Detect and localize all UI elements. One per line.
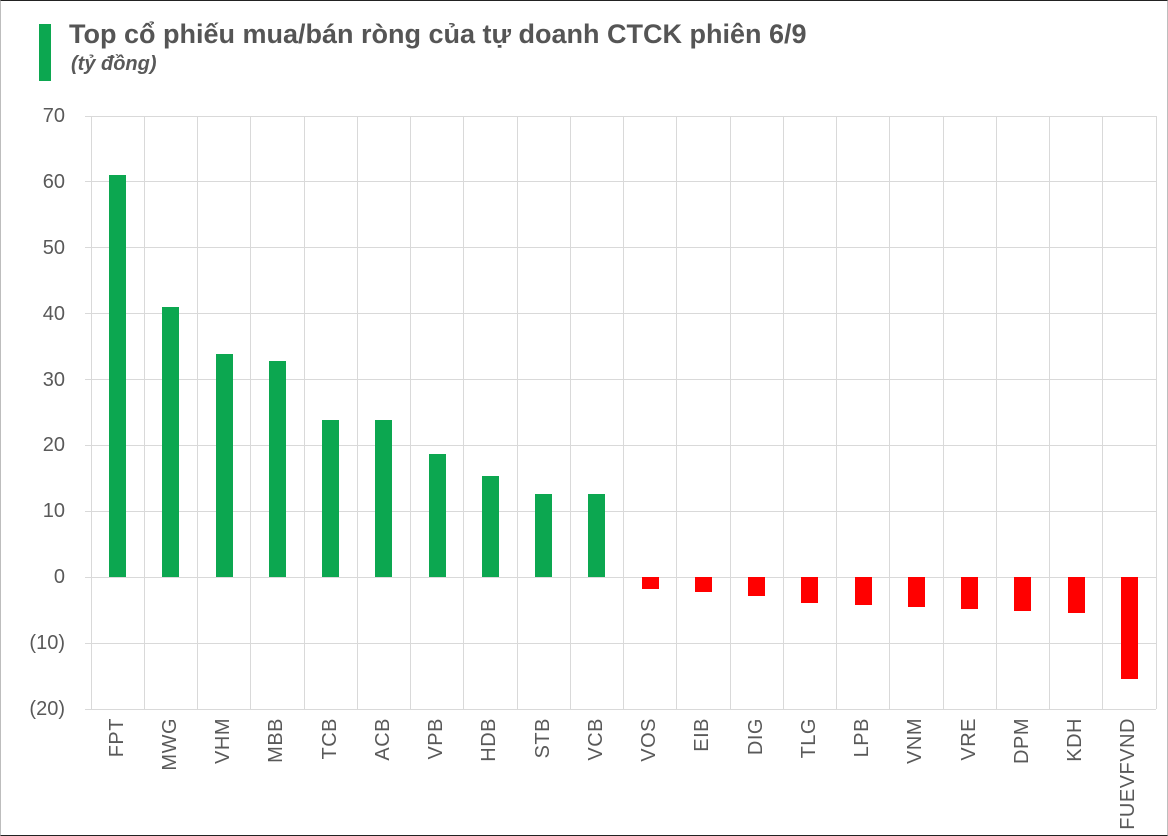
chart-title: Top cổ phiếu mua/bán ròng của tự doanh C… — [69, 19, 807, 49]
x-axis-label-vre: VRE — [957, 718, 980, 761]
y-axis-label: 30 — [42, 368, 65, 391]
gridline-vertical — [729, 116, 731, 709]
bar-dpm — [1014, 577, 1032, 612]
bar-vos — [641, 577, 659, 590]
gridline-vertical — [1049, 116, 1050, 709]
bar-mbb — [268, 361, 286, 578]
bar-vre — [961, 577, 979, 609]
x-axis-label-fpt: FPT — [105, 718, 128, 758]
gridline-vertical — [356, 116, 358, 709]
bar-hdb — [481, 475, 499, 578]
x-axis-label-tcb: TCB — [318, 718, 341, 760]
gridline-vertical — [516, 116, 518, 709]
gridline-vertical — [143, 116, 145, 709]
x-axis-label-kdh: KDH — [1064, 718, 1087, 762]
y-axis-tick — [85, 181, 91, 183]
gridline-vertical — [90, 116, 92, 709]
gridline-vertical — [676, 116, 678, 709]
y-axis-tick — [85, 576, 91, 578]
y-axis-tick — [85, 510, 91, 512]
x-axis-label-eib: EIB — [691, 718, 714, 752]
x-axis-label-vcb: VCB — [584, 718, 607, 761]
gridline-vertical — [995, 116, 997, 709]
x-axis-label-mbb: MBB — [265, 718, 288, 763]
y-axis-tick — [85, 708, 91, 710]
bar-dig — [748, 577, 766, 597]
gridline-vertical — [410, 116, 411, 709]
gridline-vertical — [197, 116, 198, 709]
x-axis-label-acb: ACB — [371, 718, 394, 761]
gridline-vertical — [1102, 116, 1104, 709]
y-axis-label: (10) — [29, 632, 65, 655]
gridline-vertical — [942, 116, 944, 709]
x-axis-label-vos: VOS — [638, 718, 661, 762]
x-axis-label-fuevfvnd: FUEVFVND — [1117, 718, 1140, 830]
gridline-horizontal — [91, 708, 1156, 710]
bar-vcb — [588, 493, 606, 578]
x-axis-label-hdb: HDB — [478, 718, 501, 762]
y-axis-tick — [85, 247, 91, 249]
x-axis-label-dig: DIG — [744, 718, 767, 756]
y-axis-label: 10 — [42, 500, 65, 523]
gridline-vertical — [836, 116, 837, 709]
bar-kdh — [1067, 577, 1085, 614]
bar-vhm — [215, 353, 233, 578]
bar-tcb — [322, 420, 340, 578]
title-accent-bar — [39, 24, 51, 81]
y-axis-label: (20) — [29, 698, 65, 720]
x-axis-label-vnm: VNM — [904, 718, 927, 764]
y-axis-label: 0 — [53, 566, 65, 589]
y-axis-label: 70 — [42, 105, 65, 127]
y-axis-tick — [85, 115, 91, 117]
x-axis-label-mwg: MWG — [158, 718, 181, 771]
gridline-vertical — [250, 116, 252, 709]
y-axis-tick — [85, 444, 91, 446]
x-axis-label-stb: STB — [531, 718, 554, 759]
bar-stb — [535, 493, 553, 578]
x-axis-label-vhm: VHM — [212, 718, 235, 764]
bar-eib — [694, 577, 712, 592]
gridline-vertical — [569, 116, 571, 709]
bar-fpt — [109, 174, 127, 578]
gridline-vertical — [782, 116, 784, 709]
y-axis-label: 50 — [42, 236, 65, 259]
bar-acb — [375, 420, 393, 578]
y-axis-tick — [85, 642, 91, 644]
gridline-vertical — [303, 116, 305, 709]
y-axis-label: 40 — [42, 302, 65, 325]
y-axis-tick — [85, 379, 91, 381]
y-axis-label: 60 — [42, 170, 65, 193]
gridline-vertical — [889, 116, 891, 709]
gridline-vertical — [1155, 116, 1157, 709]
y-axis-tick — [85, 313, 91, 315]
x-axis-label-lpb: LPB — [851, 718, 874, 758]
bar-mwg — [162, 307, 180, 578]
gridline-vertical — [623, 116, 624, 709]
y-axis-label: 20 — [42, 434, 65, 457]
x-axis-label-dpm: DPM — [1010, 718, 1033, 764]
bar-tlg — [801, 577, 819, 603]
bar-fuevfvnd — [1120, 577, 1138, 679]
bar-lpb — [854, 577, 872, 605]
x-axis-label-tlg: TLG — [797, 718, 820, 759]
x-axis-label-vpb: VPB — [425, 718, 448, 760]
chart-unit-label: (tỷ đồng) — [71, 53, 157, 75]
bar-vpb — [428, 454, 446, 578]
bar-vnm — [907, 577, 925, 607]
gridline-vertical — [463, 116, 465, 709]
